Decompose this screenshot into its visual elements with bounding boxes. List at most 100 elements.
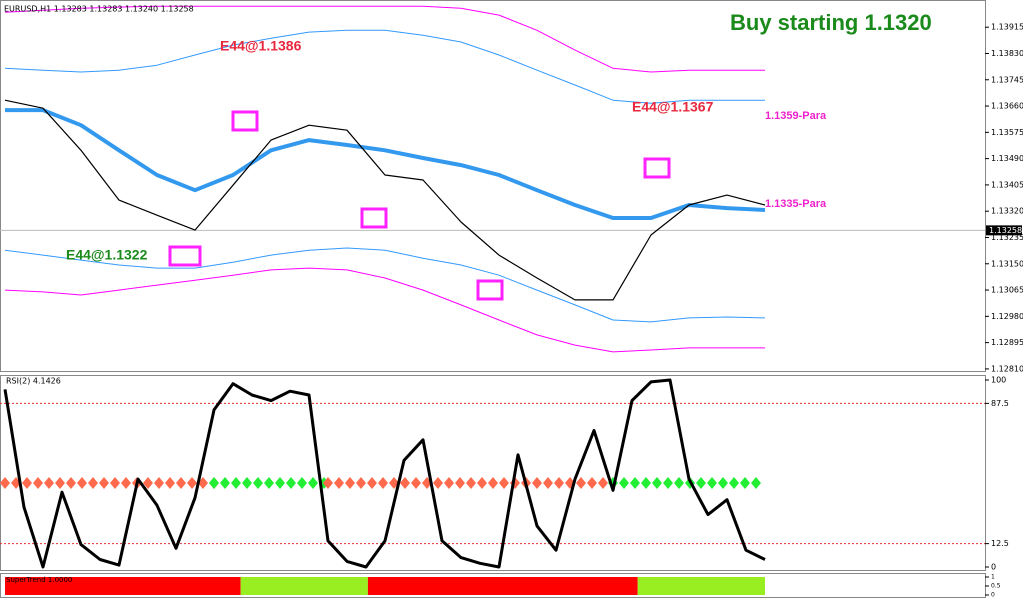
marker-box <box>476 279 504 301</box>
signal-diamond <box>378 477 388 489</box>
plot: 1.13915 1.13830 1.13745 1.13660 1.13575 1.134… <box>0 5 1023 599</box>
y-tick-label: 87.5 <box>991 399 1009 408</box>
y-tick-label: 1.13915 <box>991 23 1023 32</box>
supertrend-segment <box>367 577 638 595</box>
signal-diamond <box>598 477 608 489</box>
signal-diamond <box>55 477 65 489</box>
signal-diamond <box>488 477 498 489</box>
signal-diamond <box>345 477 355 489</box>
signal-diamond <box>751 477 761 489</box>
marker-box <box>360 207 388 229</box>
y-tick-label: 1.13660 <box>991 102 1023 111</box>
signal-diamond <box>297 477 307 489</box>
signal-diamond <box>696 477 706 489</box>
supertrend-segment <box>637 577 765 595</box>
signal-diamond <box>110 477 120 489</box>
signal-diamond <box>652 477 662 489</box>
signal-diamond <box>231 477 241 489</box>
y-tick-label: 1.13320 <box>991 207 1023 216</box>
marker-box <box>231 110 259 132</box>
signal-diamond <box>275 477 285 489</box>
series-line <box>4 5 765 73</box>
y-tick-label: 1.12895 <box>991 338 1023 347</box>
signal-diamond <box>286 477 296 489</box>
signal-diamond <box>334 477 344 489</box>
y-tick-label: 1.13150 <box>991 259 1023 268</box>
signal-diamond <box>543 477 553 489</box>
price-tag-bg <box>986 225 1022 236</box>
signal-diamond <box>154 477 164 489</box>
signal-diamond <box>663 477 673 489</box>
price-panel <box>0 0 986 372</box>
signal-diamond <box>44 477 54 489</box>
signal-diamond <box>674 477 684 489</box>
signal-diamond <box>88 477 98 489</box>
annotation: 1.1359-Para <box>765 110 827 122</box>
y-tick-label: 0 <box>991 563 996 572</box>
signal-diamond <box>411 477 421 489</box>
annotation: Buy starting 1.1320 <box>730 10 932 35</box>
price-tag: 1.13258 <box>989 226 1022 235</box>
y-tick-label: 1.13575 <box>991 128 1023 137</box>
signal-diamond <box>187 477 197 489</box>
supertrend-title: SuperTrend 1.0000 <box>6 576 72 584</box>
y-tick-label: 100 <box>991 376 1006 385</box>
signal-diamond <box>587 477 597 489</box>
y-tick-label: 1.13405 <box>991 180 1023 189</box>
signal-diamond <box>499 477 509 489</box>
signal-diamond <box>242 477 252 489</box>
signal-diamond <box>264 477 274 489</box>
series-line <box>4 267 765 353</box>
signal-diamond <box>630 477 640 489</box>
y-tick-label: 0.5 <box>991 583 1001 590</box>
rsi-title: RSI(2) 4.1426 <box>6 377 61 386</box>
signal-diamond <box>433 477 443 489</box>
signal-diamond <box>444 477 454 489</box>
signal-diamond <box>707 477 717 489</box>
signal-diamond <box>400 477 410 489</box>
signal-diamond <box>99 477 109 489</box>
signal-diamond <box>176 477 186 489</box>
series-line <box>4 247 766 323</box>
signal-diamond <box>77 477 87 489</box>
series-line <box>5 108 766 220</box>
y-tick-label: 1.13830 <box>991 49 1023 58</box>
annotation: E44@1.1322 <box>66 247 148 263</box>
y-tick-label: 0 <box>991 592 995 599</box>
y-tick-label: 1.12810 <box>991 364 1023 373</box>
signal-diamond <box>33 477 43 489</box>
signal-diamond <box>718 477 728 489</box>
signal-diamond <box>641 477 651 489</box>
supertrend-segment <box>240 577 368 595</box>
rsi-panel <box>0 375 986 571</box>
signal-diamond <box>209 477 219 489</box>
signal-diamond <box>554 477 564 489</box>
signal-diamond <box>477 477 487 489</box>
signal-diamond <box>143 477 153 489</box>
series-line <box>4 99 766 301</box>
signal-diamond <box>740 477 750 489</box>
marker-box <box>168 245 202 267</box>
signal-diamond <box>532 477 542 489</box>
price-title: EURUSD,H1 1.13283 1.13283 1.13240 1.1325… <box>4 5 194 14</box>
signal-diamond <box>198 477 208 489</box>
annotation: E44@1.1367 <box>632 99 714 115</box>
signal-diamond <box>220 477 230 489</box>
y-tick-label: 1 <box>991 574 995 581</box>
marker-box <box>643 157 671 179</box>
y-tick-label: 1.13745 <box>991 75 1023 84</box>
signal-diamond <box>308 477 318 489</box>
signal-diamond <box>356 477 366 489</box>
signal-diamond <box>576 477 586 489</box>
y-tick-label: 1.13235 <box>991 233 1023 242</box>
signal-diamond <box>455 477 465 489</box>
y-tick-label: 12.5 <box>991 539 1009 548</box>
signal-diamond <box>165 477 175 489</box>
signal-diamond <box>323 477 333 489</box>
signal-diamond <box>367 477 377 489</box>
signal-diamond <box>253 477 263 489</box>
signal-diamond <box>729 477 739 489</box>
signal-diamond <box>619 477 629 489</box>
signal-diamond <box>121 477 131 489</box>
